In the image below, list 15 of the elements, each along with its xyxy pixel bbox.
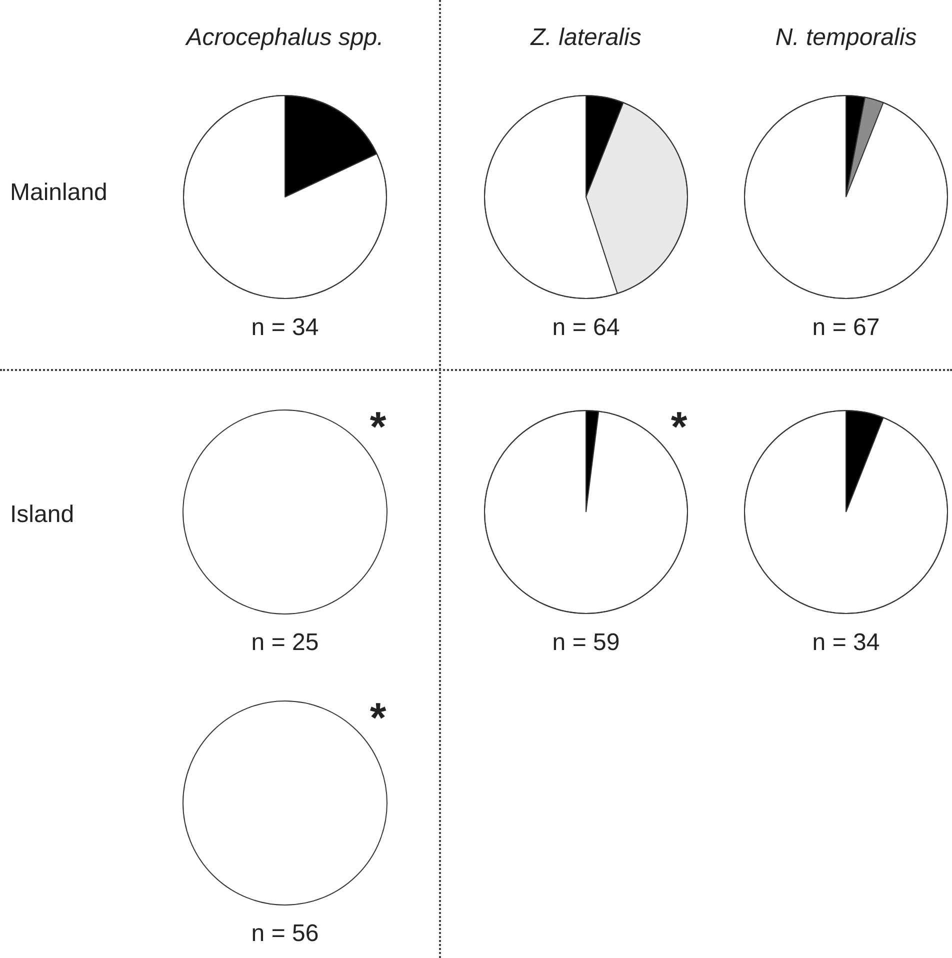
text: n = 34 <box>812 629 880 657</box>
text: n = 67 <box>812 314 880 342</box>
text: n = 64 <box>552 314 620 342</box>
text: * <box>670 403 688 451</box>
text: n = 25 <box>251 629 319 657</box>
text: n = 34 <box>251 314 319 342</box>
text: * <box>370 403 386 451</box>
text: * <box>370 694 386 742</box>
text: Acrocephalus spp. <box>186 24 384 52</box>
text: n = 56 <box>251 920 319 948</box>
text: n = 59 <box>552 629 620 657</box>
text: Island <box>10 501 74 529</box>
text: Z. lateralis <box>530 24 642 52</box>
text: N. temporalis <box>775 24 917 52</box>
text: Mainland <box>10 179 108 207</box>
